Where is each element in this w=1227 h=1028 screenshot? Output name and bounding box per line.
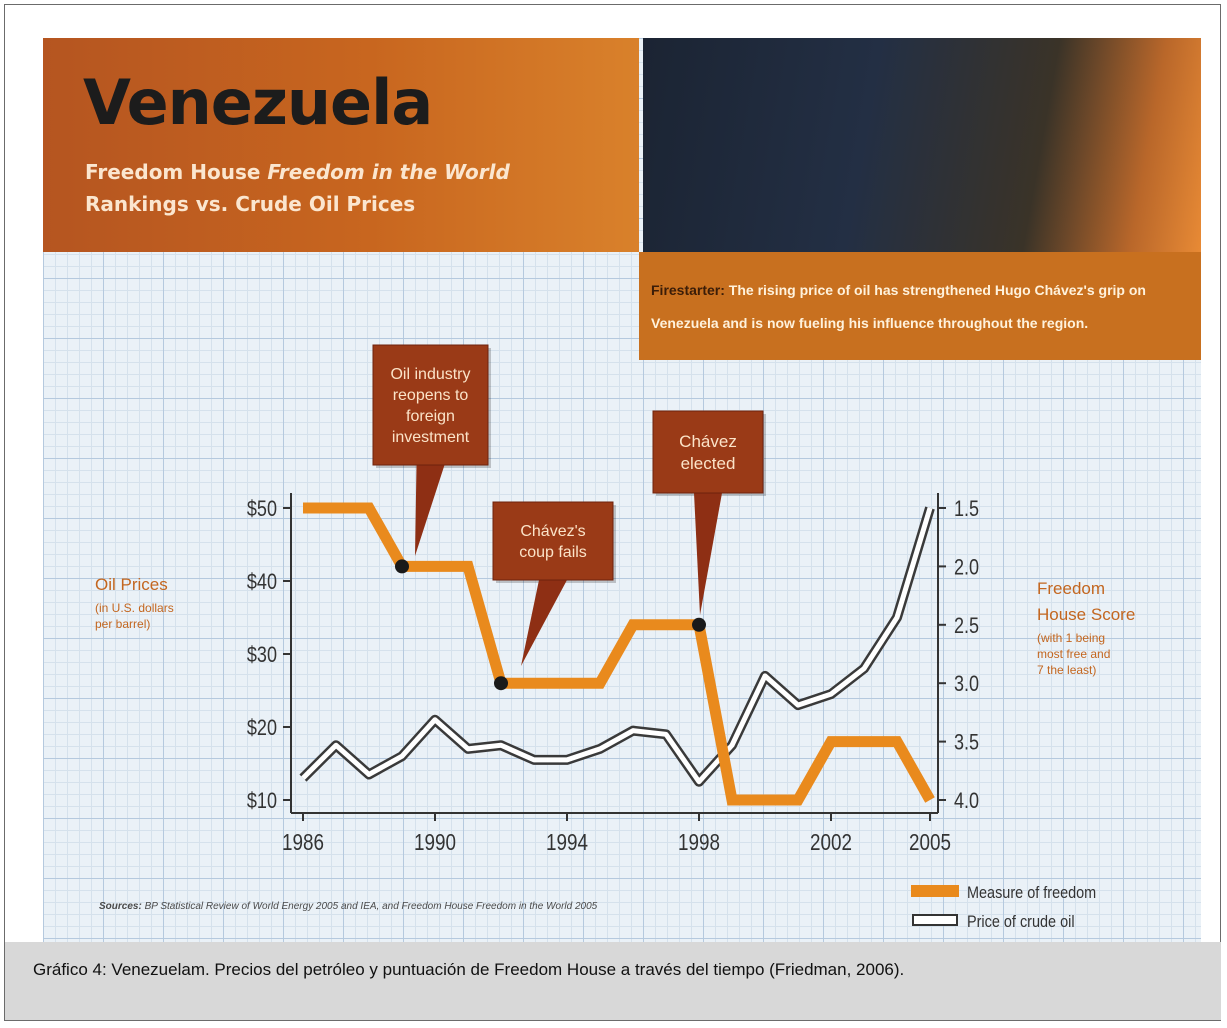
chart-title: Venezuela [83, 66, 433, 139]
figure-caption: Gráfico 4: Venezuelam. Precios del petró… [5, 942, 1221, 1020]
left-tick-label: $20 [247, 716, 277, 740]
annotation-callout: Chávez elected [652, 410, 766, 632]
right-tick-label: 2.0 [954, 556, 979, 580]
oil-freedom-chart: $50 $40 $30 $20 $10 1.5 2.0 2.5 3.0 3.5 4.0 1986 199… [95, 344, 1135, 931]
legend-label-freedom: Measure of freedom [967, 884, 1096, 902]
x-tick-label: 2005 [909, 830, 951, 855]
right-axis-title-line: House Score [1037, 605, 1135, 624]
legend-label-oil: Price of crude oil [967, 913, 1075, 931]
sources-text: BP Statistical Review of World Energy 20… [142, 901, 598, 912]
event-marker [692, 617, 706, 632]
annotation-callout: Chávez's coup fails [492, 501, 616, 691]
left-tick-label: $30 [247, 643, 277, 667]
subtitle-part1: Freedom House [85, 160, 268, 184]
right-axis-title-line: 7 the least) [1037, 663, 1096, 677]
left-axis-title: Oil Prices (in U.S. dollars per barrel) [95, 575, 174, 631]
right-tick-label: 1.5 [954, 497, 979, 521]
right-axis-title: Freedom House Score (with 1 being most free… [1037, 579, 1135, 677]
right-axis-title-line: (with 1 being [1037, 631, 1105, 645]
x-tick-label: 1990 [414, 830, 456, 855]
annotation-label: Chávez's [520, 523, 585, 540]
sources-lead: Sources: [99, 901, 142, 912]
annotation-callout: Oil industry reopens to foreign investment [372, 344, 491, 574]
right-tick-label: 3.5 [954, 731, 979, 755]
x-tick-label: 1998 [678, 830, 720, 855]
annotation-pointer [521, 580, 567, 666]
left-tick-label: $10 [247, 789, 277, 813]
annotation-box [492, 501, 614, 581]
title-panel: Venezuela Freedom House Freedom in the W… [43, 38, 639, 252]
figure-image: Venezuela Freedom House Freedom in the W… [43, 38, 1201, 946]
sources-note: Sources: BP Statistical Review of World … [99, 901, 598, 912]
left-tick-label: $50 [247, 497, 277, 521]
annotation-label: coup fails [519, 544, 587, 561]
right-tick-label: 4.0 [954, 789, 979, 813]
right-tick-label: 3.0 [954, 673, 979, 697]
annotation-pointer [415, 465, 445, 556]
left-axis-title-line: Oil Prices [95, 575, 168, 594]
annotation-label: reopens to [393, 387, 469, 404]
callout-lead: Firestarter: [651, 282, 725, 298]
right-axis-title-line: Freedom [1037, 579, 1105, 598]
subtitle-italic: Freedom in the World [267, 160, 510, 184]
annotation-label: Chávez [679, 432, 737, 451]
annotation-label: foreign [406, 408, 455, 425]
annotation-label: investment [392, 429, 470, 446]
annotation-label: elected [681, 454, 736, 473]
left-axis-title-line: per barrel) [95, 617, 150, 631]
legend-swatch-freedom [911, 885, 959, 897]
chart-subtitle: Freedom House Freedom in the World Ranki… [85, 156, 605, 220]
firestarter-callout: Firestarter: The rising price of oil has… [639, 252, 1201, 360]
left-axis-title-line: (in U.S. dollars [95, 601, 174, 615]
annotation-box [652, 410, 764, 494]
oil-price-line [301, 507, 933, 785]
chavez-photo [643, 38, 1201, 252]
subtitle-part2: Rankings vs. Crude Oil Prices [85, 192, 416, 216]
x-tick-label: 2002 [810, 830, 852, 855]
callout-text: The rising price of oil has strengthened… [651, 282, 1146, 331]
event-marker [494, 676, 508, 691]
annotation-label: Oil industry [390, 366, 470, 383]
right-axis-title-line: most free and [1037, 647, 1110, 661]
x-tick-label: 1994 [546, 830, 588, 855]
event-marker [395, 559, 409, 574]
x-tick-label: 1986 [282, 830, 324, 855]
figure-frame: Venezuela Freedom House Freedom in the W… [4, 4, 1221, 1021]
left-tick-label: $40 [247, 570, 277, 594]
right-tick-label: 2.5 [954, 614, 979, 638]
annotation-pointer [694, 493, 722, 615]
legend-swatch-oil [912, 914, 958, 926]
annotation-box [372, 344, 489, 466]
